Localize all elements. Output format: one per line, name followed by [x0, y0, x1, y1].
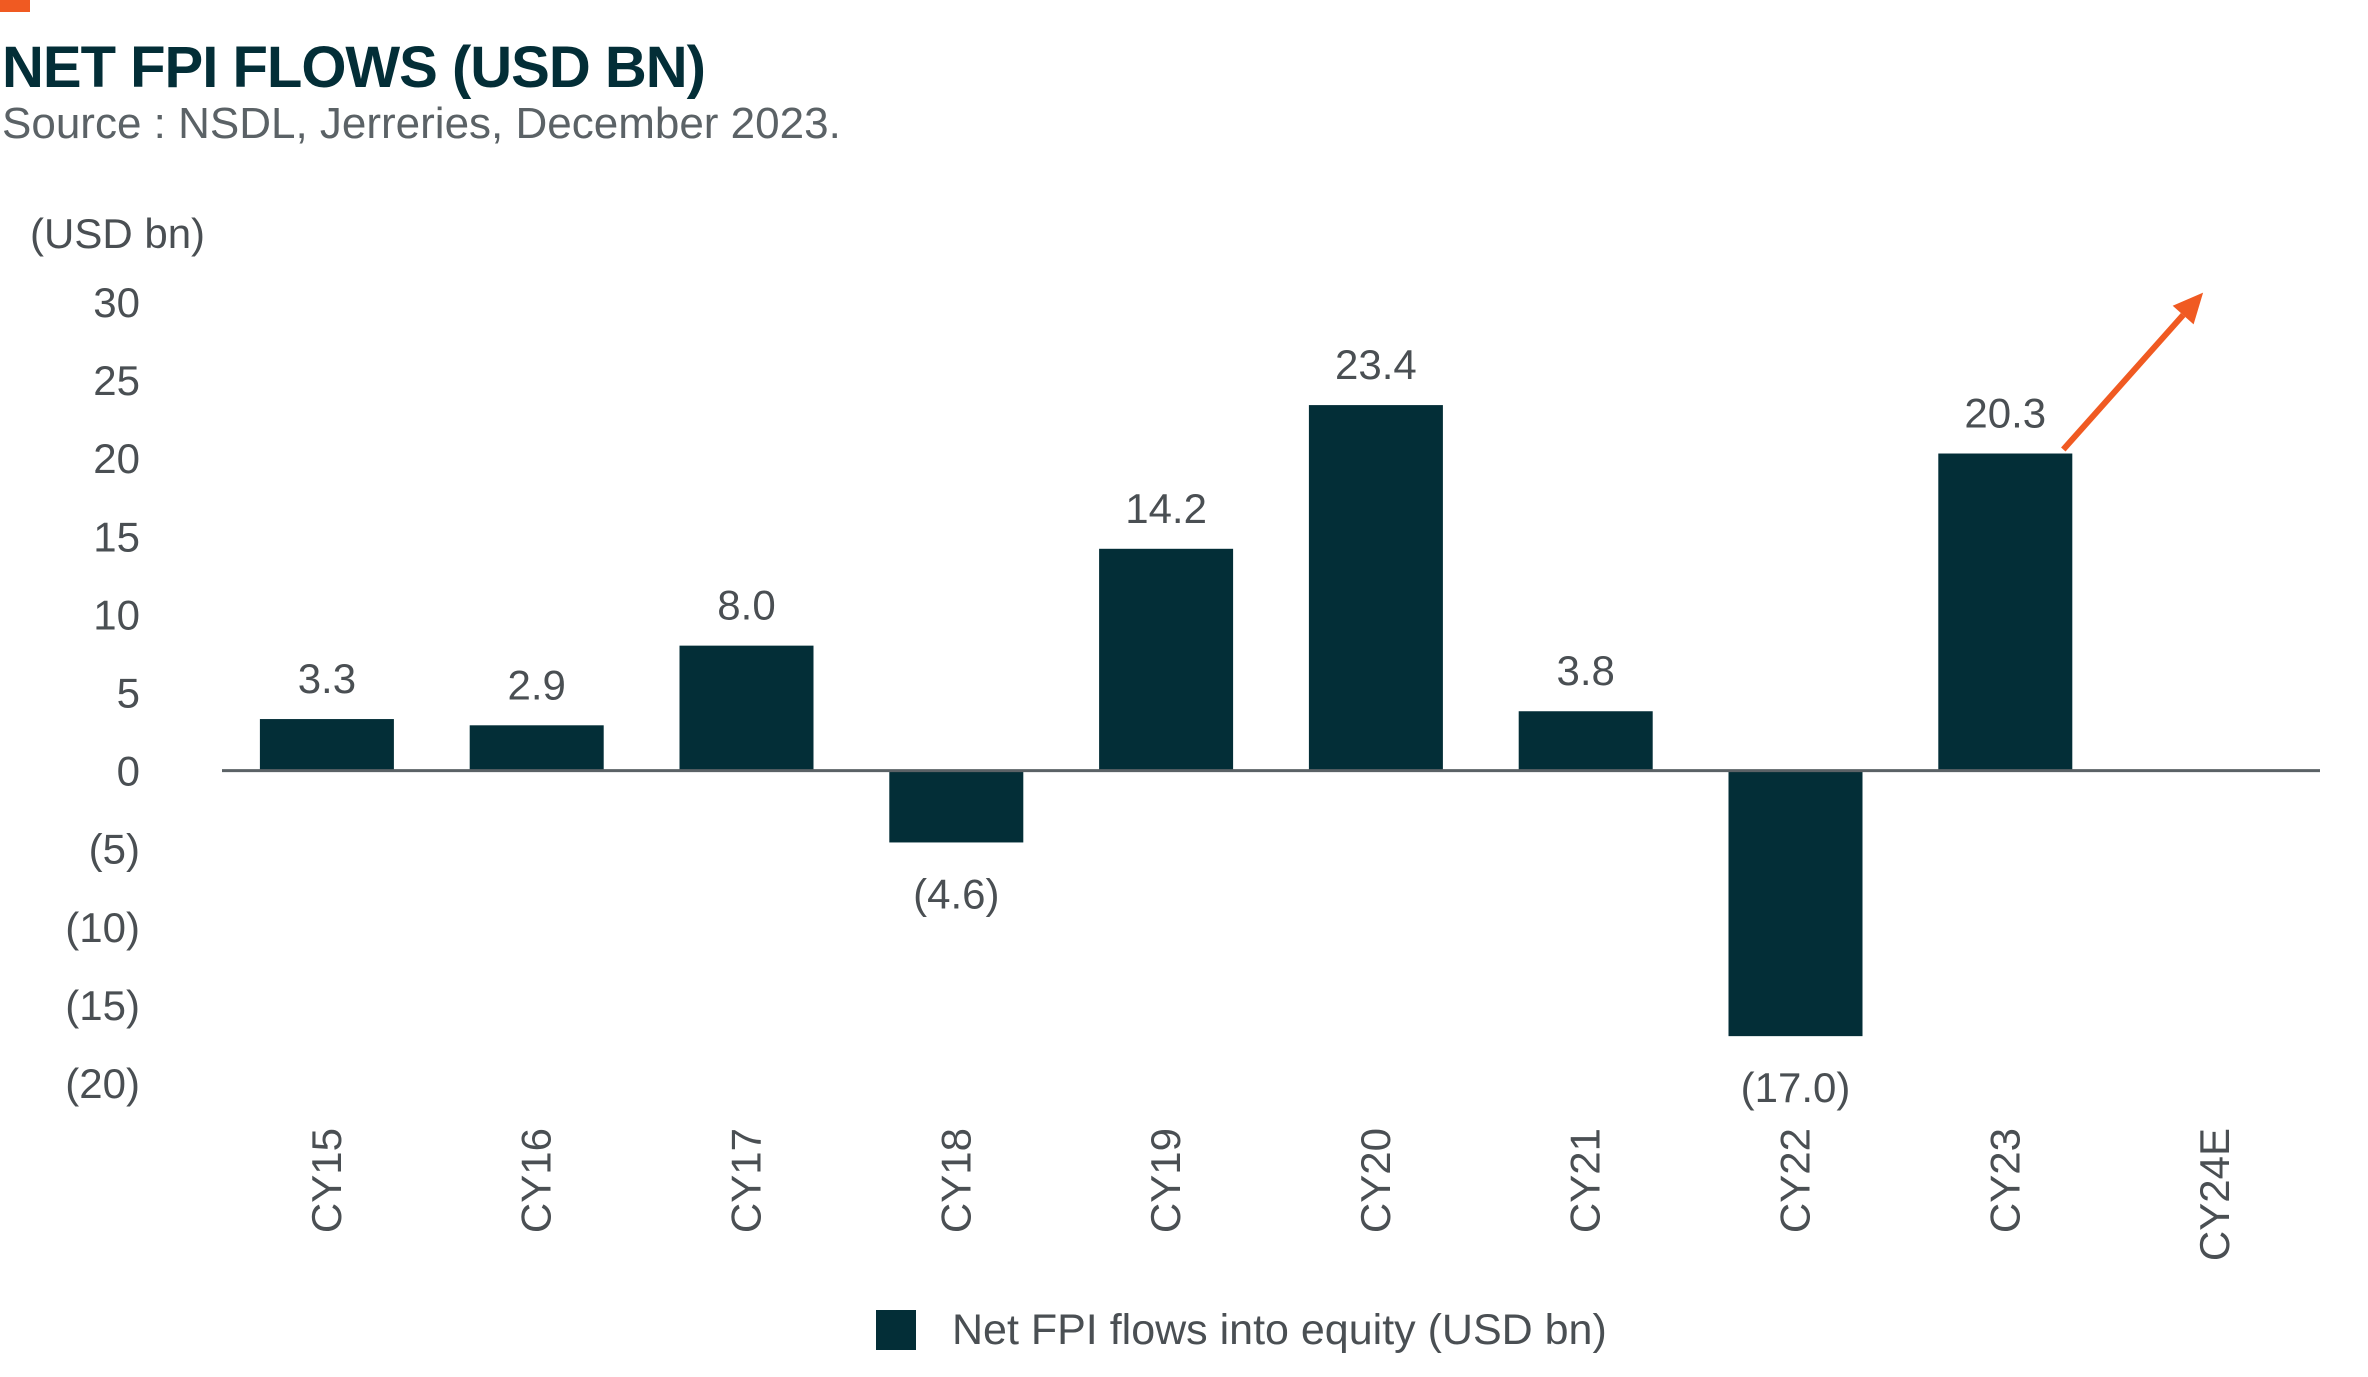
y-tick-label: 5 — [117, 670, 140, 717]
data-labels: 3.3 2.9 8.0 (4.6) 14.2 23.4 3.8 (17.0) 20.3 — [298, 341, 2046, 1111]
x-tick-label: CY24E — [2191, 1128, 2238, 1261]
chart-source: Source : NSDL, Jerreries, December 2023. — [2, 99, 841, 148]
y-tick-label: 15 — [93, 513, 140, 560]
chart-title: NET FPI FLOWS (USD BN) — [2, 35, 706, 100]
data-label: 8.0 — [717, 582, 775, 629]
x-tick-label: CY22 — [1772, 1128, 1819, 1233]
x-tick-label: CY23 — [1981, 1128, 2028, 1233]
bar — [1308, 405, 1443, 771]
trend-arrow-head — [2172, 292, 2204, 325]
trend-arrow-shaft — [2061, 313, 2186, 452]
bar — [1099, 548, 1234, 771]
bars — [259, 405, 2073, 1037]
data-label: 23.4 — [1335, 341, 1417, 388]
bar — [1938, 453, 2073, 771]
y-tick-label: (20) — [65, 1060, 140, 1107]
bar — [469, 725, 604, 771]
data-label: 3.8 — [1557, 647, 1615, 694]
data-label: 2.9 — [508, 661, 566, 708]
y-tick-label: 20 — [93, 435, 140, 482]
data-label: 20.3 — [1964, 390, 2046, 437]
bar — [259, 719, 394, 771]
bar — [1518, 711, 1653, 771]
y-tick-label: 30 — [93, 279, 140, 326]
data-label: (17.0) — [1741, 1064, 1851, 1111]
x-tick-label: CY15 — [303, 1128, 350, 1233]
y-axis-ticks: 30 25 20 15 10 5 0 (5) (10) (15) (20) — [65, 279, 140, 1107]
x-tick-label: CY16 — [513, 1128, 560, 1233]
y-tick-label: 25 — [93, 357, 140, 404]
data-label: 14.2 — [1125, 485, 1207, 532]
x-tick-label: CY17 — [723, 1128, 770, 1233]
trend-arrow-icon — [2061, 292, 2204, 452]
legend-swatch — [876, 1310, 916, 1350]
data-label: (4.6) — [913, 870, 999, 917]
x-tick-label: CY19 — [1142, 1128, 1189, 1233]
data-label: 3.3 — [298, 655, 356, 702]
y-axis-unit-label: (USD bn) — [30, 210, 205, 257]
y-tick-label: (15) — [65, 982, 140, 1029]
legend-label: Net FPI flows into equity (USD bn) — [952, 1305, 1607, 1354]
y-tick-label: 10 — [93, 591, 140, 638]
bar — [1728, 770, 1863, 1037]
y-tick-label: (5) — [89, 826, 140, 873]
accent-mark — [0, 0, 30, 12]
x-tick-label: CY21 — [1562, 1128, 1609, 1233]
y-tick-label: (10) — [65, 904, 140, 951]
bar — [679, 645, 814, 771]
y-tick-label: 0 — [117, 748, 140, 795]
x-tick-label: CY18 — [932, 1128, 979, 1233]
legend: Net FPI flows into equity (USD bn) — [876, 1302, 1607, 1358]
bar — [889, 770, 1024, 843]
x-tick-label: CY20 — [1352, 1128, 1399, 1233]
x-axis-labels: CY15 CY16 CY17 CY18 CY19 CY20 CY21 CY22 CY23 CY24… — [303, 1128, 2238, 1261]
